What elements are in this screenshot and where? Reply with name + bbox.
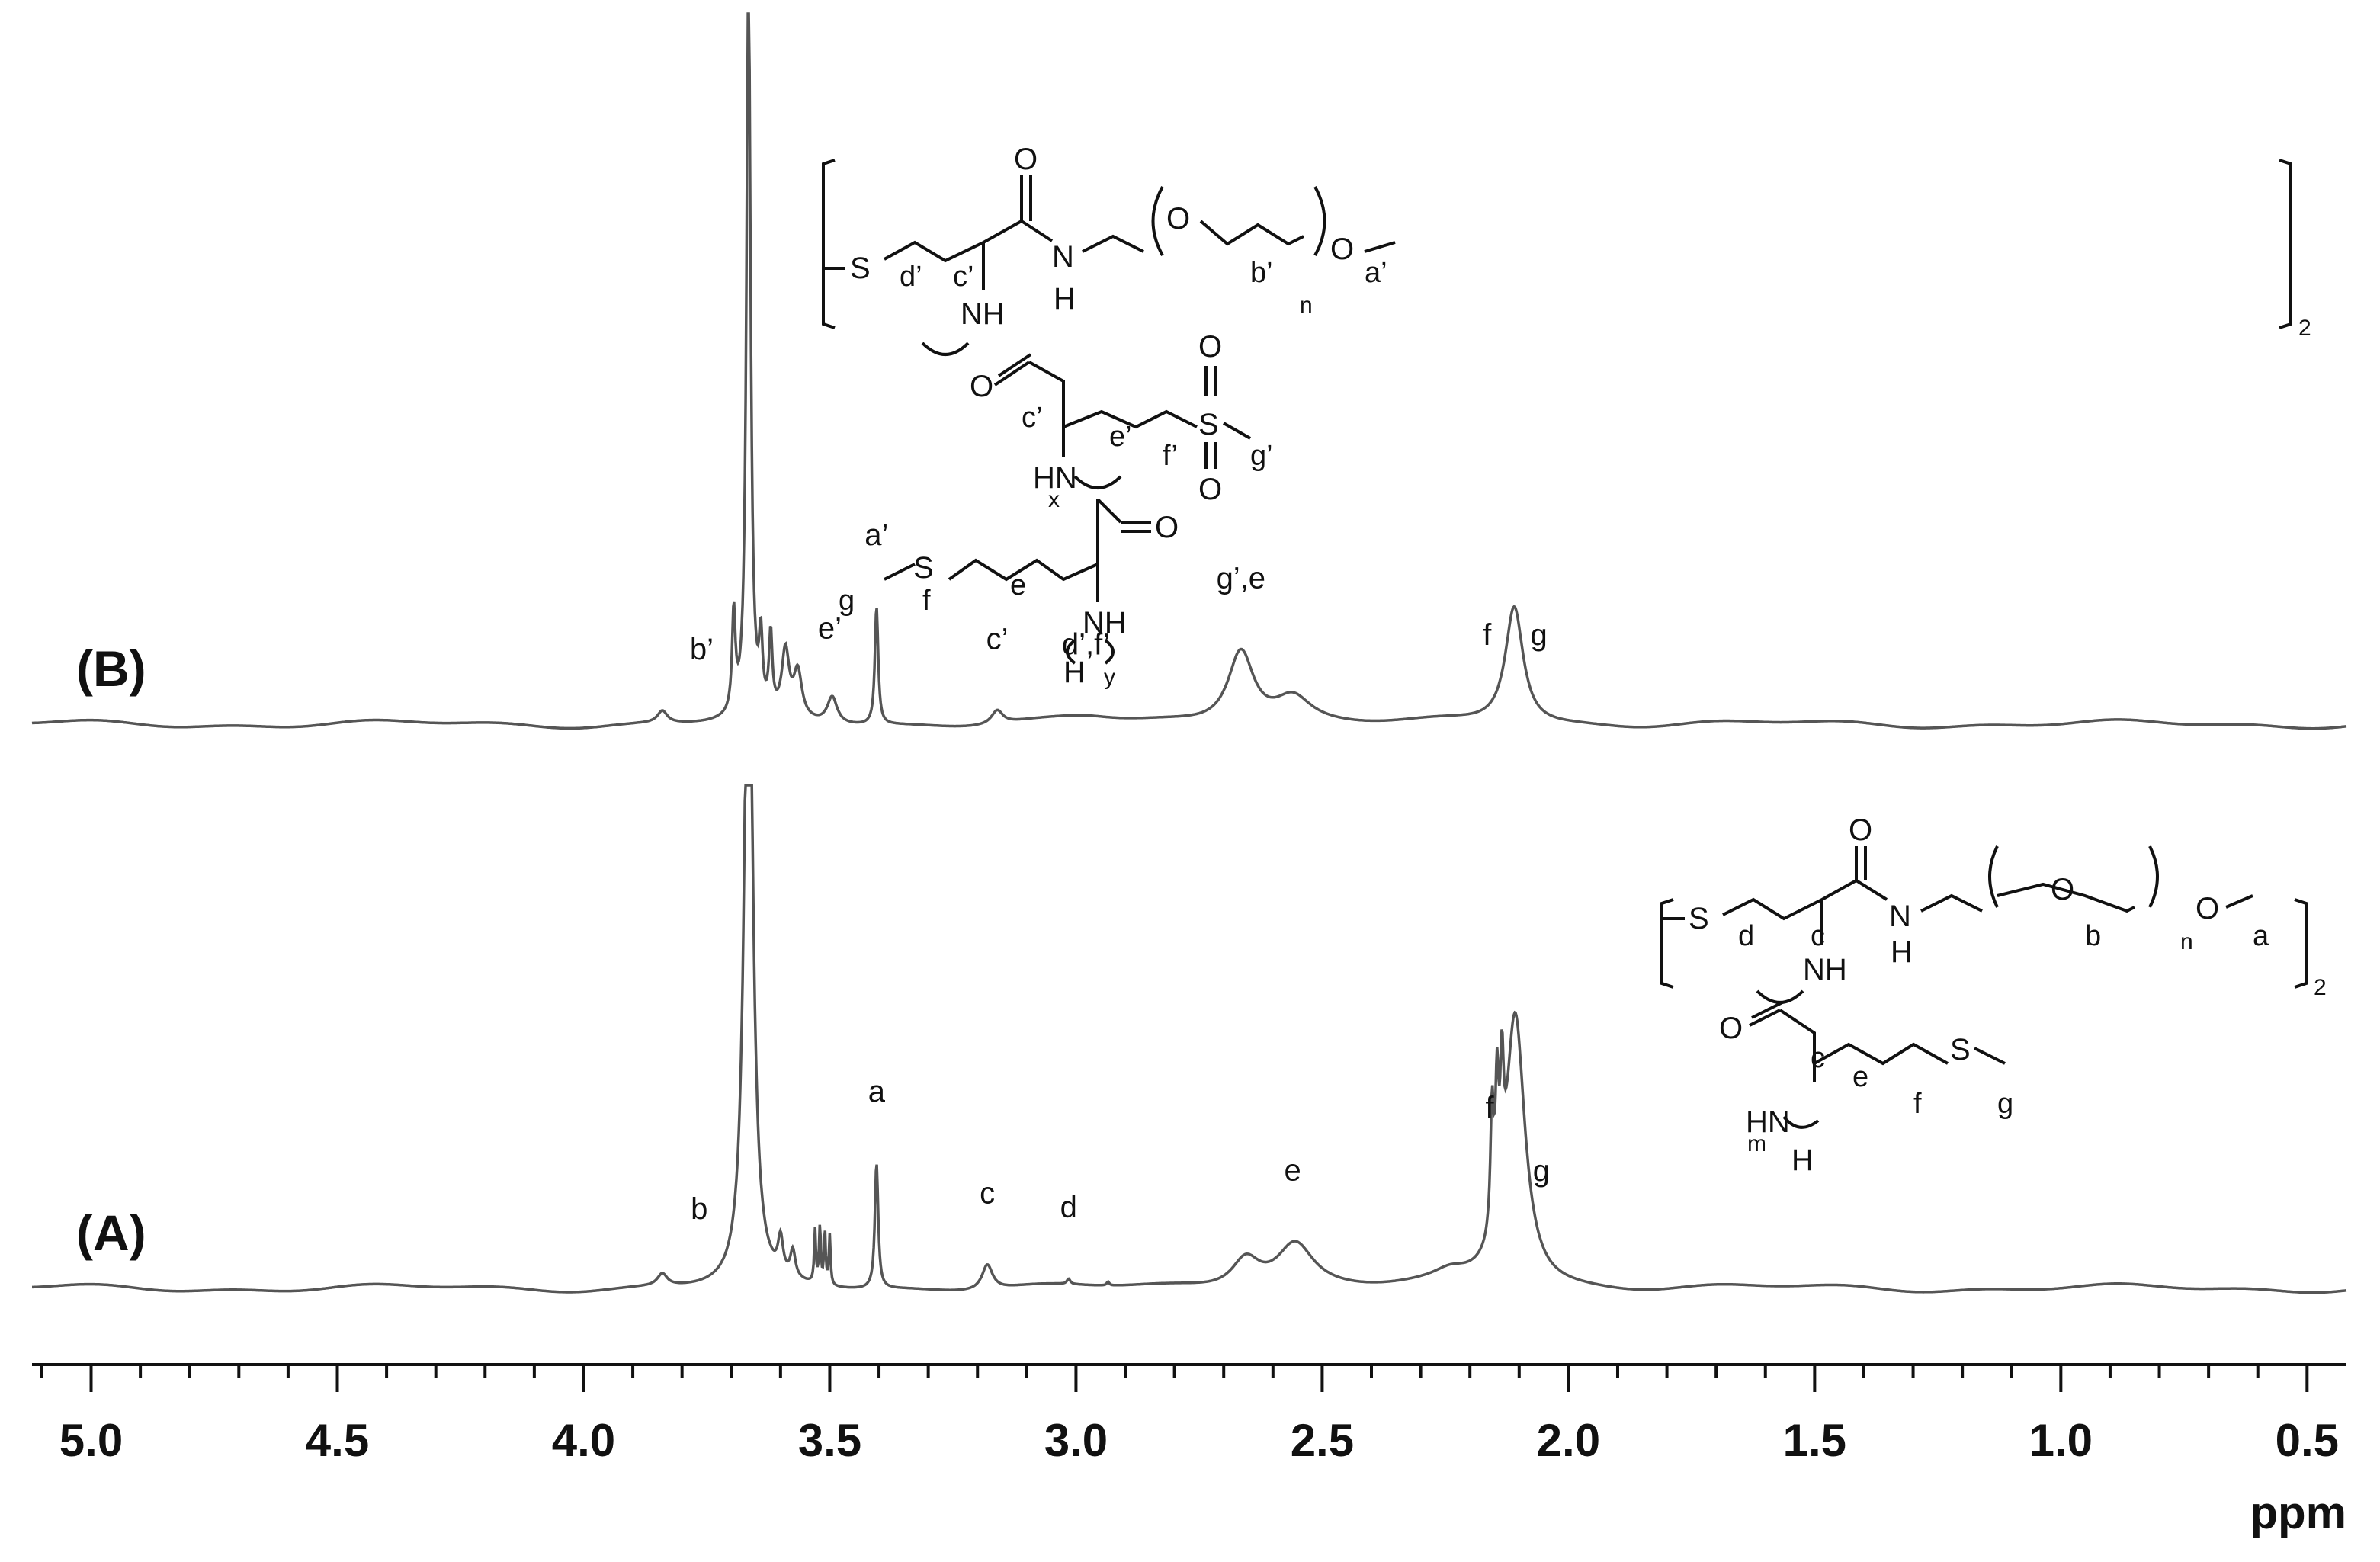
struct-b-letter-e: e’ bbox=[1109, 421, 1132, 453]
chemical-structure-a: S O N H NH O O O S HN H d c b a c e f g bbox=[1660, 813, 2327, 1177]
struct-a-letter-f: f bbox=[1913, 1088, 1922, 1120]
struct-b-letter-f2: f bbox=[922, 585, 931, 617]
peak-label-0-7: g bbox=[1531, 618, 1548, 652]
struct-b-letter-c: c’ bbox=[953, 261, 973, 293]
struct-b-letter-g2: g bbox=[839, 585, 855, 617]
atom-h1: H bbox=[1054, 282, 1076, 316]
atom-hn1: HN bbox=[1033, 461, 1077, 495]
peak-label-1-5: f bbox=[1485, 1091, 1494, 1124]
struct-a-subscript-m: m bbox=[1747, 1131, 1766, 1156]
atom-s3: S bbox=[913, 551, 934, 585]
peak-label-0-5: g’,e bbox=[1217, 561, 1266, 595]
struct-b-letter-b: b’ bbox=[1250, 257, 1273, 289]
atom-o1: O bbox=[1849, 813, 1872, 847]
atom-hn1: HN bbox=[1746, 1105, 1790, 1139]
atom-o4: O bbox=[1719, 1012, 1743, 1045]
struct-a-letter-e: e bbox=[1852, 1061, 1868, 1093]
struct-b-letter-a: a’ bbox=[1365, 257, 1387, 289]
atom-s1: S bbox=[850, 252, 871, 285]
struct-a-subscript-n: n bbox=[2180, 929, 2193, 954]
peak-label-1-3: d bbox=[1060, 1191, 1077, 1224]
trace-label-1: (A) bbox=[76, 1204, 146, 1261]
struct-b-subscript-y: y bbox=[1104, 665, 1115, 690]
struct-a-subscript-2: 2 bbox=[2314, 975, 2327, 1000]
struct-b-subscript-x: x bbox=[1048, 487, 1060, 512]
atom-o4: O bbox=[970, 370, 993, 403]
trace-label-0: (B) bbox=[76, 640, 146, 697]
atom-n1: N bbox=[1889, 900, 1911, 933]
struct-b-letter-e2: e bbox=[1010, 569, 1026, 601]
atom-h2: H bbox=[1791, 1143, 1814, 1177]
x-tick-label-7: 1.5 bbox=[1783, 1415, 1846, 1466]
atom-nh1: NH bbox=[961, 297, 1005, 331]
x-tick-label-3: 3.5 bbox=[798, 1415, 861, 1466]
struct-a-letter-c2: c bbox=[1811, 1042, 1825, 1074]
struct-a-letter-g: g bbox=[1997, 1088, 2013, 1120]
peak-label-0-3: c’ bbox=[986, 622, 1009, 656]
peak-label-0-1: a’ bbox=[864, 518, 888, 552]
x-tick-label-2: 4.0 bbox=[552, 1415, 615, 1466]
struct-b-letter-d: d’ bbox=[900, 261, 922, 293]
x-axis-label: ppm bbox=[2250, 1487, 2346, 1538]
atom-s2: S bbox=[1198, 408, 1219, 441]
atom-o6: O bbox=[1198, 473, 1222, 506]
peak-label-0-0: b’ bbox=[690, 633, 714, 666]
x-tick-label-6: 2.0 bbox=[1537, 1415, 1600, 1466]
x-tick-label-5: 2.5 bbox=[1291, 1415, 1354, 1466]
atom-nh2: NH bbox=[1083, 606, 1127, 640]
ppm-axis: 5.0 4.5 4.0 3.5 3.0 2.5 2.0 1.5 1.0 0.5 ppm bbox=[32, 1363, 2346, 1538]
peak-label-1-0: b bbox=[691, 1192, 707, 1226]
struct-b-letter-f: f’ bbox=[1163, 440, 1178, 472]
peak-label-1-2: c bbox=[980, 1177, 995, 1211]
atom-o3: O bbox=[1330, 233, 1354, 266]
struct-b-subscript-2: 2 bbox=[2298, 316, 2311, 341]
peak-label-1-4: e bbox=[1285, 1154, 1301, 1188]
struct-a-letter-d: d bbox=[1738, 920, 1754, 952]
x-tick-label-4: 3.0 bbox=[1044, 1415, 1108, 1466]
struct-b-subscript-n: n bbox=[1300, 293, 1313, 318]
struct-a-letter-a: a bbox=[2253, 920, 2269, 952]
peak-label-0-6: f bbox=[1483, 618, 1492, 652]
chemical-structure-b: S O N H NH O O O S O O HN O bbox=[822, 143, 2311, 690]
series-line-1 bbox=[32, 784, 2347, 1294]
atom-h1: H bbox=[1891, 935, 1913, 969]
atom-n1: N bbox=[1052, 240, 1074, 274]
atom-o1: O bbox=[1014, 143, 1038, 176]
struct-a-letter-c: c bbox=[1811, 920, 1825, 952]
peak-label-1-1: a bbox=[868, 1075, 886, 1108]
x-tick-label-9: 0.5 bbox=[2276, 1415, 2339, 1466]
struct-a-letter-b: b bbox=[2085, 920, 2101, 952]
x-tick-label-8: 1.0 bbox=[2029, 1415, 2093, 1466]
atom-h2: H bbox=[1063, 656, 1086, 689]
atom-nh1: NH bbox=[1803, 953, 1847, 986]
series-line-0 bbox=[31, 12, 2347, 730]
atom-o3: O bbox=[2196, 892, 2219, 925]
atom-o7: O bbox=[1155, 511, 1179, 544]
x-tick-label-1: 4.5 bbox=[306, 1415, 369, 1466]
atom-o5: O bbox=[1198, 330, 1222, 364]
atom-s2: S bbox=[1950, 1033, 1971, 1066]
struct-b-letter-c2: c’ bbox=[1022, 402, 1042, 434]
peak-label-0-2: e’ bbox=[818, 612, 842, 646]
x-tick-label-0: 5.0 bbox=[59, 1415, 123, 1466]
atom-s1: S bbox=[1689, 902, 1709, 935]
atom-o2: O bbox=[1166, 202, 1190, 236]
struct-b-letter-g: g’ bbox=[1250, 440, 1273, 472]
peak-label-1-6: g bbox=[1533, 1154, 1550, 1188]
